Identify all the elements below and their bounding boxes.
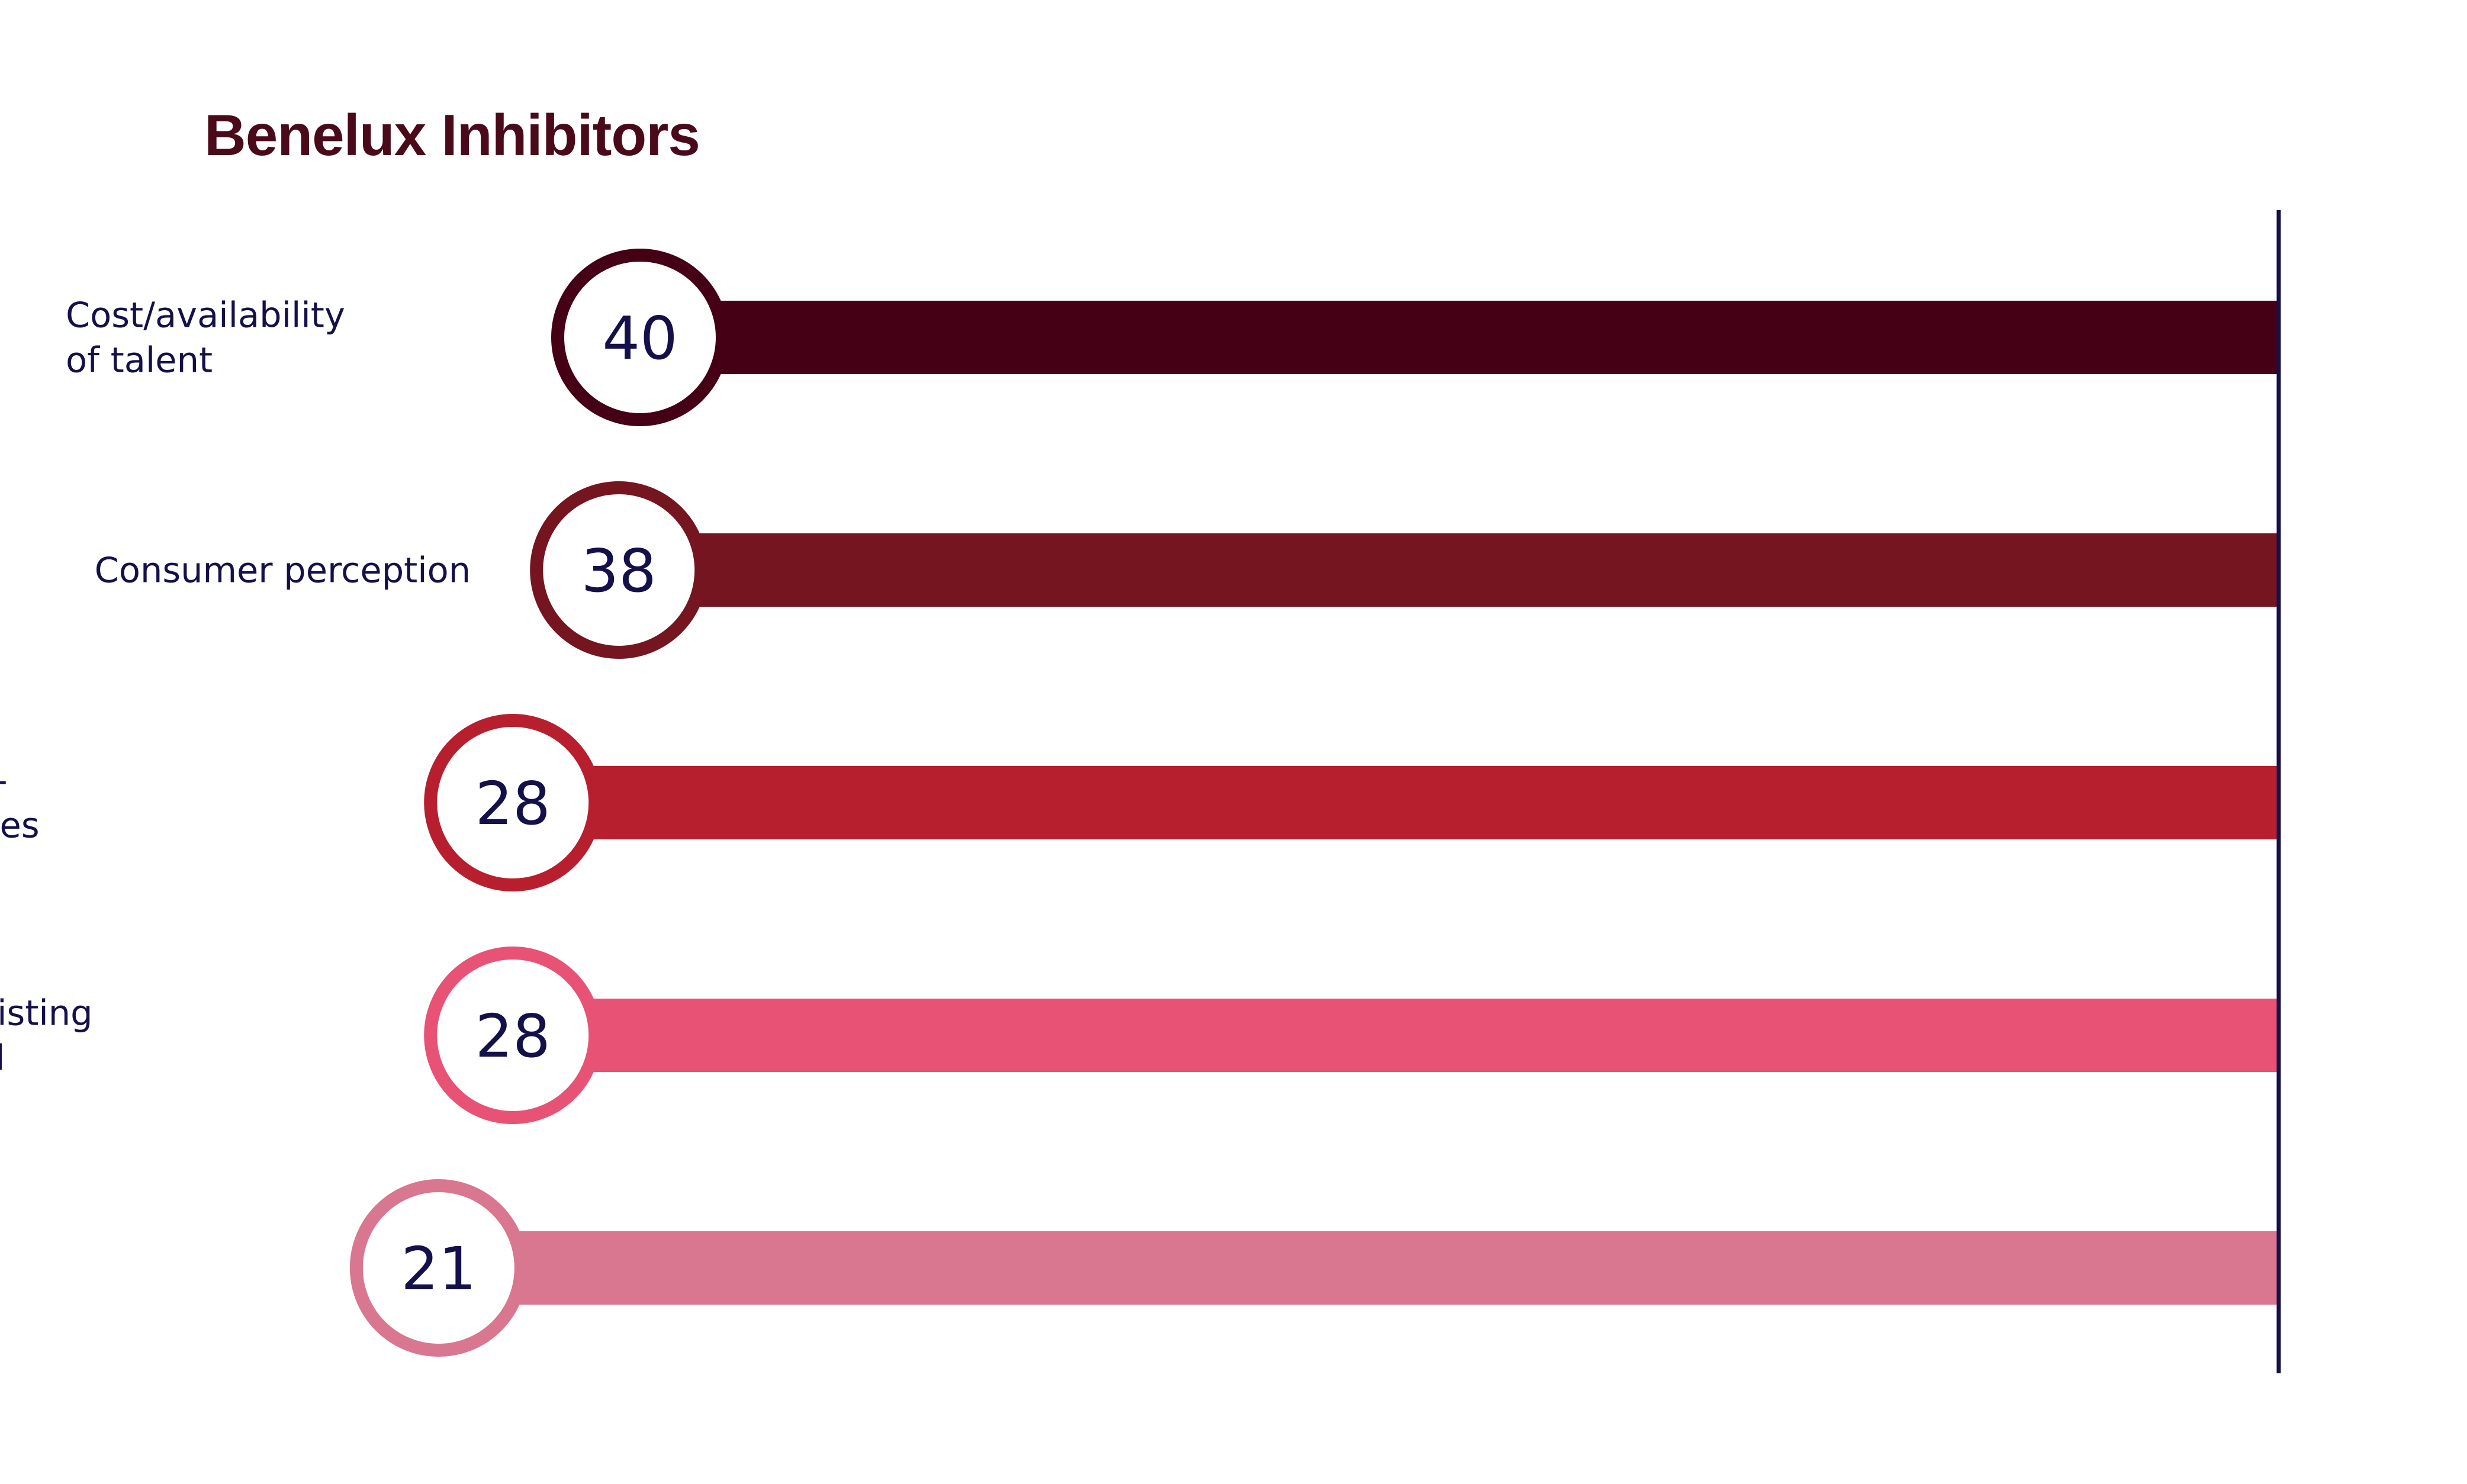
category-label-line: business model bbox=[0, 1038, 5, 1079]
bar-row: 40 Cost/availability of talent bbox=[66, 249, 2279, 426]
bar-row: 21Current and prospectiveemployee percep… bbox=[349, 1179, 2279, 1357]
category-label-line: related technologies bbox=[0, 805, 40, 846]
data-label: 40 bbox=[602, 304, 677, 373]
bar bbox=[640, 301, 2279, 374]
category-label-line: Cost/availability bbox=[66, 295, 345, 336]
bar-row: 28 Flexibility of existing business model bbox=[0, 947, 2279, 1124]
category-label-line: of talent bbox=[66, 340, 213, 381]
bar-row: 28 Maturity of gen AI-related technologie… bbox=[0, 714, 2279, 891]
category-label-line: Flexibility of existing bbox=[0, 993, 93, 1034]
value-marker-circle bbox=[530, 481, 708, 659]
bar-row: 38 Consumer perception bbox=[95, 481, 2279, 659]
value-marker-circle bbox=[424, 947, 602, 1124]
data-label: 28 bbox=[475, 1002, 551, 1071]
value-marker-circle bbox=[349, 1179, 528, 1357]
category-label-line: Maturity of gen AI- bbox=[0, 760, 8, 801]
category-label: Flexibility of existing business model bbox=[0, 993, 93, 1079]
category-label-line: Consumer perception bbox=[95, 550, 471, 591]
category-label: Maturity of gen AI-related technologies bbox=[0, 760, 40, 846]
data-label: 21 bbox=[401, 1234, 476, 1303]
data-label: 38 bbox=[581, 536, 657, 606]
bar bbox=[438, 1231, 2279, 1305]
chart-title: Benelux Inhibitors bbox=[204, 102, 700, 168]
bar bbox=[513, 766, 2279, 839]
value-marker-circle bbox=[551, 249, 729, 426]
data-label: 28 bbox=[475, 769, 551, 838]
bars-layer: 40 Cost/availability of talent 38 Consumer p… bbox=[0, 249, 2279, 1357]
bar bbox=[513, 999, 2279, 1072]
bar bbox=[619, 533, 2279, 607]
value-marker-circle bbox=[424, 714, 602, 891]
category-label: Consumer perception bbox=[95, 550, 471, 591]
category-label: Cost/availability of talent bbox=[66, 295, 345, 381]
